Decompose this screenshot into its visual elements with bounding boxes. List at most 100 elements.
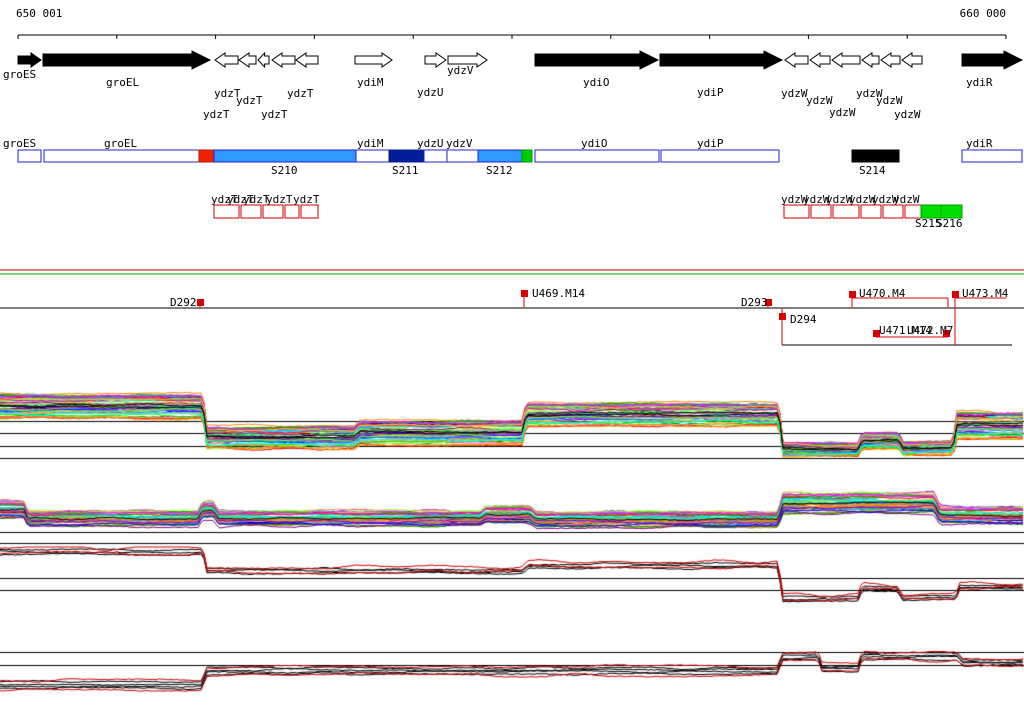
feature-box-ydzW-4[interactable]	[860, 204, 882, 219]
marker-flag-D294[interactable]	[779, 313, 786, 320]
gene-arrow-ydzW[interactable]	[784, 52, 809, 68]
feature-box-ydzW-1[interactable]	[783, 204, 810, 219]
gene-label-ydzV: ydzV	[447, 64, 474, 77]
marker-flag-U469.M14[interactable]	[521, 290, 528, 297]
segment-box-ydzV[interactable]	[446, 149, 479, 163]
gene-arrow-ydzT[interactable]	[214, 52, 239, 68]
gene-arrow-groES[interactable]	[17, 52, 42, 68]
gene-label-ydzW: ydzW	[894, 108, 921, 121]
gene-label-ydzW: ydzW	[876, 94, 903, 107]
segment-label-ydiP: ydiP	[697, 137, 724, 150]
gene-label-ydzT: ydzT	[203, 108, 230, 121]
gene-arrow-ydiP[interactable]	[659, 50, 784, 70]
segment-box-ydiO[interactable]	[534, 149, 660, 163]
marker-label-D294: D294	[790, 313, 817, 326]
segment-label-groEL: groEL	[104, 137, 137, 150]
segment-sublabel-S211: S211	[392, 164, 419, 177]
marker-label-D293: D293	[741, 296, 768, 309]
marker-flag-D293[interactable]	[765, 299, 772, 306]
feature-box-ydzT-3[interactable]	[262, 204, 284, 219]
segment-sublabel-S212: S212	[486, 164, 513, 177]
gene-label-ydzU: ydzU	[417, 86, 444, 99]
coordinate-end-label: 660 000	[959, 7, 1006, 20]
feature-box-ydzW-3[interactable]	[832, 204, 860, 219]
gene-arrow-groEL[interactable]	[42, 50, 212, 70]
segment-box-green-segment[interactable]	[521, 149, 533, 163]
segment-sublabel-S214: S214	[859, 164, 886, 177]
gene-arrow-ydzT[interactable]	[295, 52, 319, 68]
gene-arrow-ydzW[interactable]	[809, 52, 831, 68]
feature-box-ydzT-4[interactable]	[284, 204, 300, 219]
segment-box-groES[interactable]	[17, 149, 42, 163]
feature-box-ydzW-5[interactable]	[882, 204, 904, 219]
segment-box-S210[interactable]	[213, 149, 357, 163]
feature-label-ydzW: ydzW	[893, 193, 920, 206]
gene-arrow-ydiM[interactable]	[354, 52, 393, 68]
gene-label-ydzT: ydzT	[261, 108, 288, 121]
segment-label-ydiO: ydiO	[581, 137, 608, 150]
marker-flag-U473.M4[interactable]	[952, 291, 959, 298]
segment-label-ydiM: ydiM	[357, 137, 384, 150]
segment-box-ydiM[interactable]	[355, 149, 390, 163]
marker-flag-U472.M7[interactable]	[943, 330, 950, 337]
gene-arrow-ydzT[interactable]	[257, 51, 270, 69]
gene-arrow-ydzT[interactable]	[238, 52, 257, 68]
gene-label-ydiM: ydiM	[357, 76, 384, 89]
feature-label-ydzT: ydzT	[243, 193, 270, 206]
segment-box-ydiR[interactable]	[961, 149, 1023, 163]
gene-label-ydzT: ydzT	[236, 94, 263, 107]
marker-flag-U471.M14[interactable]	[873, 330, 880, 337]
gene-arrow-ydzU[interactable]	[424, 52, 447, 68]
marker-label-U471.M14: U471.M14	[879, 324, 932, 337]
segment-box-S211[interactable]	[388, 149, 425, 163]
feature-box-ydzT-1[interactable]	[213, 204, 240, 219]
marker-label-D292: D292	[170, 296, 197, 309]
segment-label-ydzU: ydzU	[417, 137, 444, 150]
gene-label-ydzT: ydzT	[287, 87, 314, 100]
feature-box-S216[interactable]	[940, 204, 963, 219]
gene-label-ydiP: ydiP	[697, 86, 724, 99]
feature-label-ydzT: ydzT	[211, 193, 238, 206]
segment-sublabel-S210: S210	[271, 164, 298, 177]
gene-arrow-ydzV[interactable]	[447, 52, 488, 68]
gene-arrow-ydzT[interactable]	[271, 52, 296, 68]
segment-box-ydzU[interactable]	[423, 149, 448, 163]
segment-label-groES: groES	[3, 137, 36, 150]
feature-sublabel-S216: S216	[936, 217, 963, 230]
gene-arrow-ydzW[interactable]	[861, 52, 880, 68]
segment-box-groEL[interactable]	[43, 149, 200, 163]
gene-label-ydzT: ydzT	[214, 87, 241, 100]
feature-label-ydzW: ydzW	[826, 193, 853, 206]
feature-label-ydzT: ydzT	[293, 193, 320, 206]
marker-label-U470.M4: U470.M4	[859, 287, 906, 300]
gene-arrow-ydzW[interactable]	[831, 52, 861, 68]
marker-label-U472.M7: U472.M7	[907, 324, 953, 337]
feature-box-ydzT-2[interactable]	[240, 204, 262, 219]
gene-label-groEL: groEL	[106, 76, 139, 89]
segment-box-S214[interactable]	[851, 149, 900, 163]
gene-arrow-ydzW[interactable]	[901, 52, 923, 68]
coordinate-start-label: 650 001	[16, 7, 63, 20]
marker-flag-D292[interactable]	[197, 299, 204, 306]
gene-arrow-ydzW[interactable]	[880, 52, 901, 68]
feature-label-ydzW: ydzW	[781, 193, 808, 206]
feature-box-ydzW-2[interactable]	[810, 204, 832, 219]
marker-flag-U470.M4[interactable]	[849, 291, 856, 298]
marker-label-U469.M14: U469.M14	[532, 287, 585, 300]
gene-label-ydzW: ydzW	[829, 106, 856, 119]
gene-label-ydzW: ydzW	[856, 87, 883, 100]
feature-box-ydzT-5[interactable]	[300, 204, 319, 219]
segment-box-red-segment[interactable]	[198, 149, 215, 163]
gene-label-ydzW: ydzW	[806, 94, 833, 107]
gene-label-ydiO: ydiO	[583, 76, 610, 89]
gene-arrow-ydiO[interactable]	[534, 50, 660, 70]
gene-arrow-ydiR[interactable]	[961, 50, 1024, 70]
segment-box-S212[interactable]	[477, 149, 523, 163]
marker-label-U473.M4: U473.M4	[962, 287, 1009, 300]
segment-box-ydiP[interactable]	[660, 149, 780, 163]
segment-label-ydzV: ydzV	[446, 137, 473, 150]
segment-label-ydiR: ydiR	[966, 137, 993, 150]
